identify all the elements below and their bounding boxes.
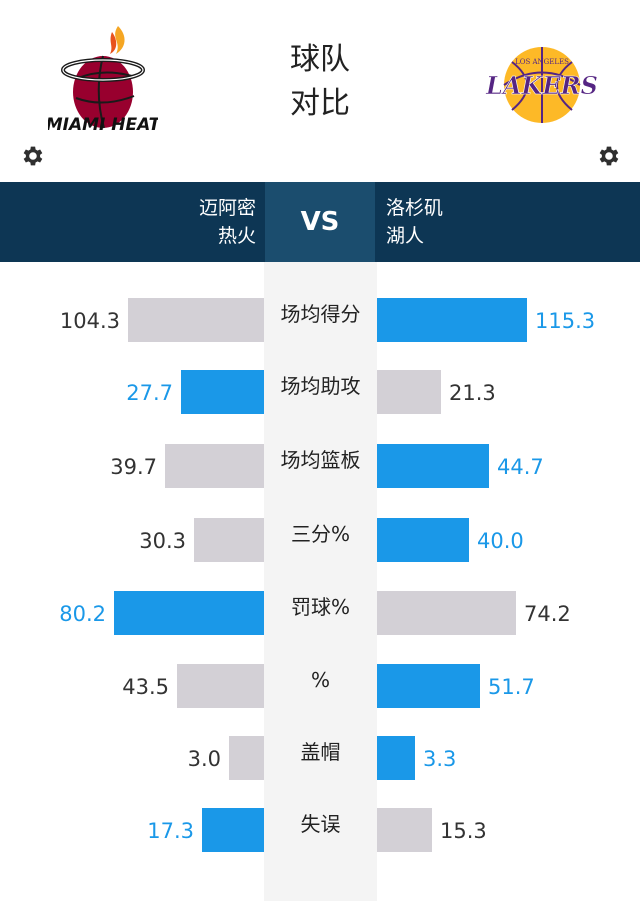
stat-row: 80.2 74.2 罚球% xyxy=(0,577,640,637)
stat-row: 43.5 51.7% xyxy=(0,650,640,710)
stats-comparison: 104.3 115.3 场均得分 27.7 21.3 场均助攻 39.7 44.7 场均篮板 30… xyxy=(0,262,640,901)
left-stat-bar xyxy=(229,736,264,780)
right-stat-bar xyxy=(377,518,469,562)
vs-label: VS xyxy=(265,182,375,262)
right-team-city: 洛杉矶 xyxy=(386,197,444,219)
right-stat-value: 115.3 xyxy=(535,309,596,333)
right-team-name[interactable]: 洛杉矶 湖人 xyxy=(386,194,443,250)
title-line1: 球队 xyxy=(290,42,350,77)
right-stat-bar xyxy=(377,298,527,342)
stat-label: 罚球% xyxy=(290,595,350,619)
lakers-logo-subtitle: LOS ANGELES xyxy=(515,58,569,66)
left-stat-bar xyxy=(165,444,264,488)
right-stat-bar xyxy=(377,808,432,852)
left-stat-value: 17.3 xyxy=(147,819,194,843)
stat-label: 场均得分 xyxy=(280,302,361,326)
stat-row: 39.7 44.7 场均篮板 xyxy=(0,430,640,490)
miami-logo-line1: MIAMI HEAT xyxy=(48,115,158,135)
right-stat-value: 40.0 xyxy=(477,529,524,553)
right-stat-value: 74.2 xyxy=(524,602,571,626)
right-stat-value: 51.7 xyxy=(488,675,535,699)
left-team-city: 迈阿密 xyxy=(198,197,256,219)
left-team-settings-gear-icon[interactable] xyxy=(19,143,45,169)
right-stat-value: 44.7 xyxy=(497,455,544,479)
stat-row: 104.3 115.3 场均得分 xyxy=(0,284,640,344)
stat-label: 失误 xyxy=(300,812,341,836)
lakers-logo: LAKERS LOS ANGELES xyxy=(476,40,608,130)
left-stat-bar xyxy=(202,808,264,852)
header: MIAMI HEAT 球队 对比 LAKERS LOS ANGELES xyxy=(0,0,640,182)
right-stat-bar xyxy=(377,736,415,780)
right-stat-value: 21.3 xyxy=(449,381,496,405)
left-stat-value: 43.5 xyxy=(122,675,169,699)
left-team-name[interactable]: 迈阿密 热火 xyxy=(199,194,256,250)
right-team-settings-gear-icon[interactable] xyxy=(595,143,621,169)
stat-label: 场均篮板 xyxy=(280,448,361,472)
stat-row: 17.3 15.3 失误 xyxy=(0,794,640,854)
stat-row: 3.0 3.3 盖帽 xyxy=(0,722,640,782)
left-stat-value: 104.3 xyxy=(59,309,120,333)
right-stat-bar xyxy=(377,370,441,414)
left-stat-bar xyxy=(177,664,264,708)
left-stat-bar xyxy=(181,370,264,414)
left-stat-value: 30.3 xyxy=(139,529,186,553)
left-stat-value: 27.7 xyxy=(126,381,173,405)
stat-row: 27.7 21.3 场均助攻 xyxy=(0,356,640,416)
stat-label: 三分% xyxy=(290,522,350,546)
vs-band: 迈阿密 热火 VS 洛杉矶 湖人 xyxy=(0,182,640,262)
left-stat-bar xyxy=(128,298,264,342)
left-stat-bar xyxy=(114,591,264,635)
stat-label: 场均助攻 xyxy=(280,374,361,398)
right-stat-value: 15.3 xyxy=(440,819,487,843)
stat-label: 盖帽 xyxy=(300,740,341,764)
stat-label: % xyxy=(310,668,330,692)
stat-label-column xyxy=(264,262,377,901)
right-stat-bar xyxy=(377,591,516,635)
left-stat-value: 39.7 xyxy=(110,455,157,479)
left-stat-value: 3.0 xyxy=(187,747,221,771)
right-team-nickname: 湖人 xyxy=(386,225,425,247)
right-stat-value: 3.3 xyxy=(423,747,457,771)
page-title: 球队 对比 xyxy=(260,38,380,126)
stat-row: 30.3 40.0 三分% xyxy=(0,504,640,564)
title-line2: 对比 xyxy=(290,86,350,121)
left-team-nickname: 热火 xyxy=(217,225,256,247)
right-stat-bar xyxy=(377,664,480,708)
left-stat-value: 80.2 xyxy=(59,602,106,626)
svg-text:LAKERS: LAKERS xyxy=(485,71,598,100)
left-stat-bar xyxy=(194,518,264,562)
miami-heat-logo: MIAMI HEAT xyxy=(46,18,162,158)
right-stat-bar xyxy=(377,444,489,488)
